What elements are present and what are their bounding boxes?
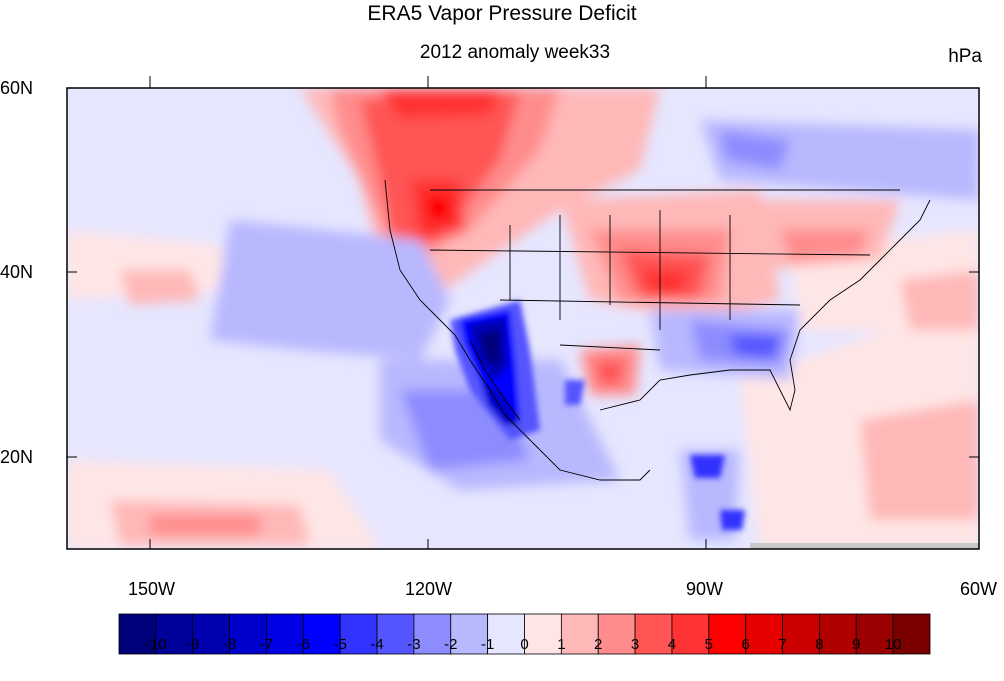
colorbar-swatch xyxy=(524,613,562,655)
chart-title: ERA5 Vapor Pressure Deficit xyxy=(367,2,637,25)
colorbar-swatch xyxy=(634,613,673,655)
colorbar-tick-label: 3 xyxy=(630,636,640,653)
colorbar-swatch xyxy=(597,613,636,655)
colorbar-swatch xyxy=(376,613,415,655)
colorbar-tick-label: 1 xyxy=(557,636,566,653)
lon-label-60w: 60W xyxy=(960,579,998,599)
colorbar-swatch xyxy=(560,613,599,655)
lat-label-40n: 40N xyxy=(0,262,34,282)
colorbar-tick-label: 7 xyxy=(778,636,787,653)
colorbar-swatch xyxy=(450,613,489,655)
colorbar-swatch xyxy=(487,613,525,655)
colorbar-tick-label: 4 xyxy=(667,636,677,653)
colorbar-tick-label: -2 xyxy=(444,636,458,653)
colorbar-swatch xyxy=(892,613,931,655)
colorbar-tick-label: 10 xyxy=(884,636,902,653)
tick-marks xyxy=(67,76,979,549)
colorbar-tick-label: 8 xyxy=(815,636,824,653)
chart-subtitle: 2012 anomaly week33 xyxy=(419,42,611,63)
coastlines xyxy=(384,179,931,481)
colorbar-tick-label: -7 xyxy=(259,636,274,653)
colorbar-tick-label: -5 xyxy=(333,636,347,653)
anomaly-field xyxy=(67,88,979,549)
colorbar-tick-label: 6 xyxy=(741,636,750,653)
lon-label-150w: 150W xyxy=(128,579,176,599)
colorbar-swatch xyxy=(782,613,820,655)
colorbar-tick-label: -9 xyxy=(186,636,200,653)
colorbar-swatch xyxy=(671,613,710,655)
colorbar-tick-label: -8 xyxy=(222,636,237,653)
colorbar-swatch xyxy=(266,613,304,655)
colorbar-tick-label: 2 xyxy=(594,636,603,653)
colorbar-swatch xyxy=(413,613,452,655)
colorbar-tick-label: 9 xyxy=(852,636,861,653)
colorbar-tick-label: -10 xyxy=(145,636,167,653)
colorbar-swatch xyxy=(155,613,194,655)
colorbar-swatch xyxy=(708,613,747,655)
colorbar-swatch xyxy=(302,613,341,655)
lat-label-20n: 20N xyxy=(0,447,34,467)
lon-label-120w: 120W xyxy=(405,579,453,599)
colorbar xyxy=(118,613,931,655)
lat-label-60n: 60N xyxy=(0,78,34,98)
colorbar-swatch xyxy=(192,613,230,655)
colorbar-tick-label: -1 xyxy=(480,636,495,653)
map-frame xyxy=(66,87,980,550)
units-label: hPa xyxy=(948,46,982,67)
colorbar-tick-label: -4 xyxy=(370,636,384,653)
colorbar-tick-label: 0 xyxy=(520,636,529,653)
colorbar-tick-label: 5 xyxy=(704,636,713,653)
colorbar-tick-label: -6 xyxy=(296,636,310,653)
colorbar-swatch xyxy=(339,613,378,655)
lon-label-90w: 90W xyxy=(686,579,724,599)
colorbar-tick-label: -3 xyxy=(407,636,421,653)
